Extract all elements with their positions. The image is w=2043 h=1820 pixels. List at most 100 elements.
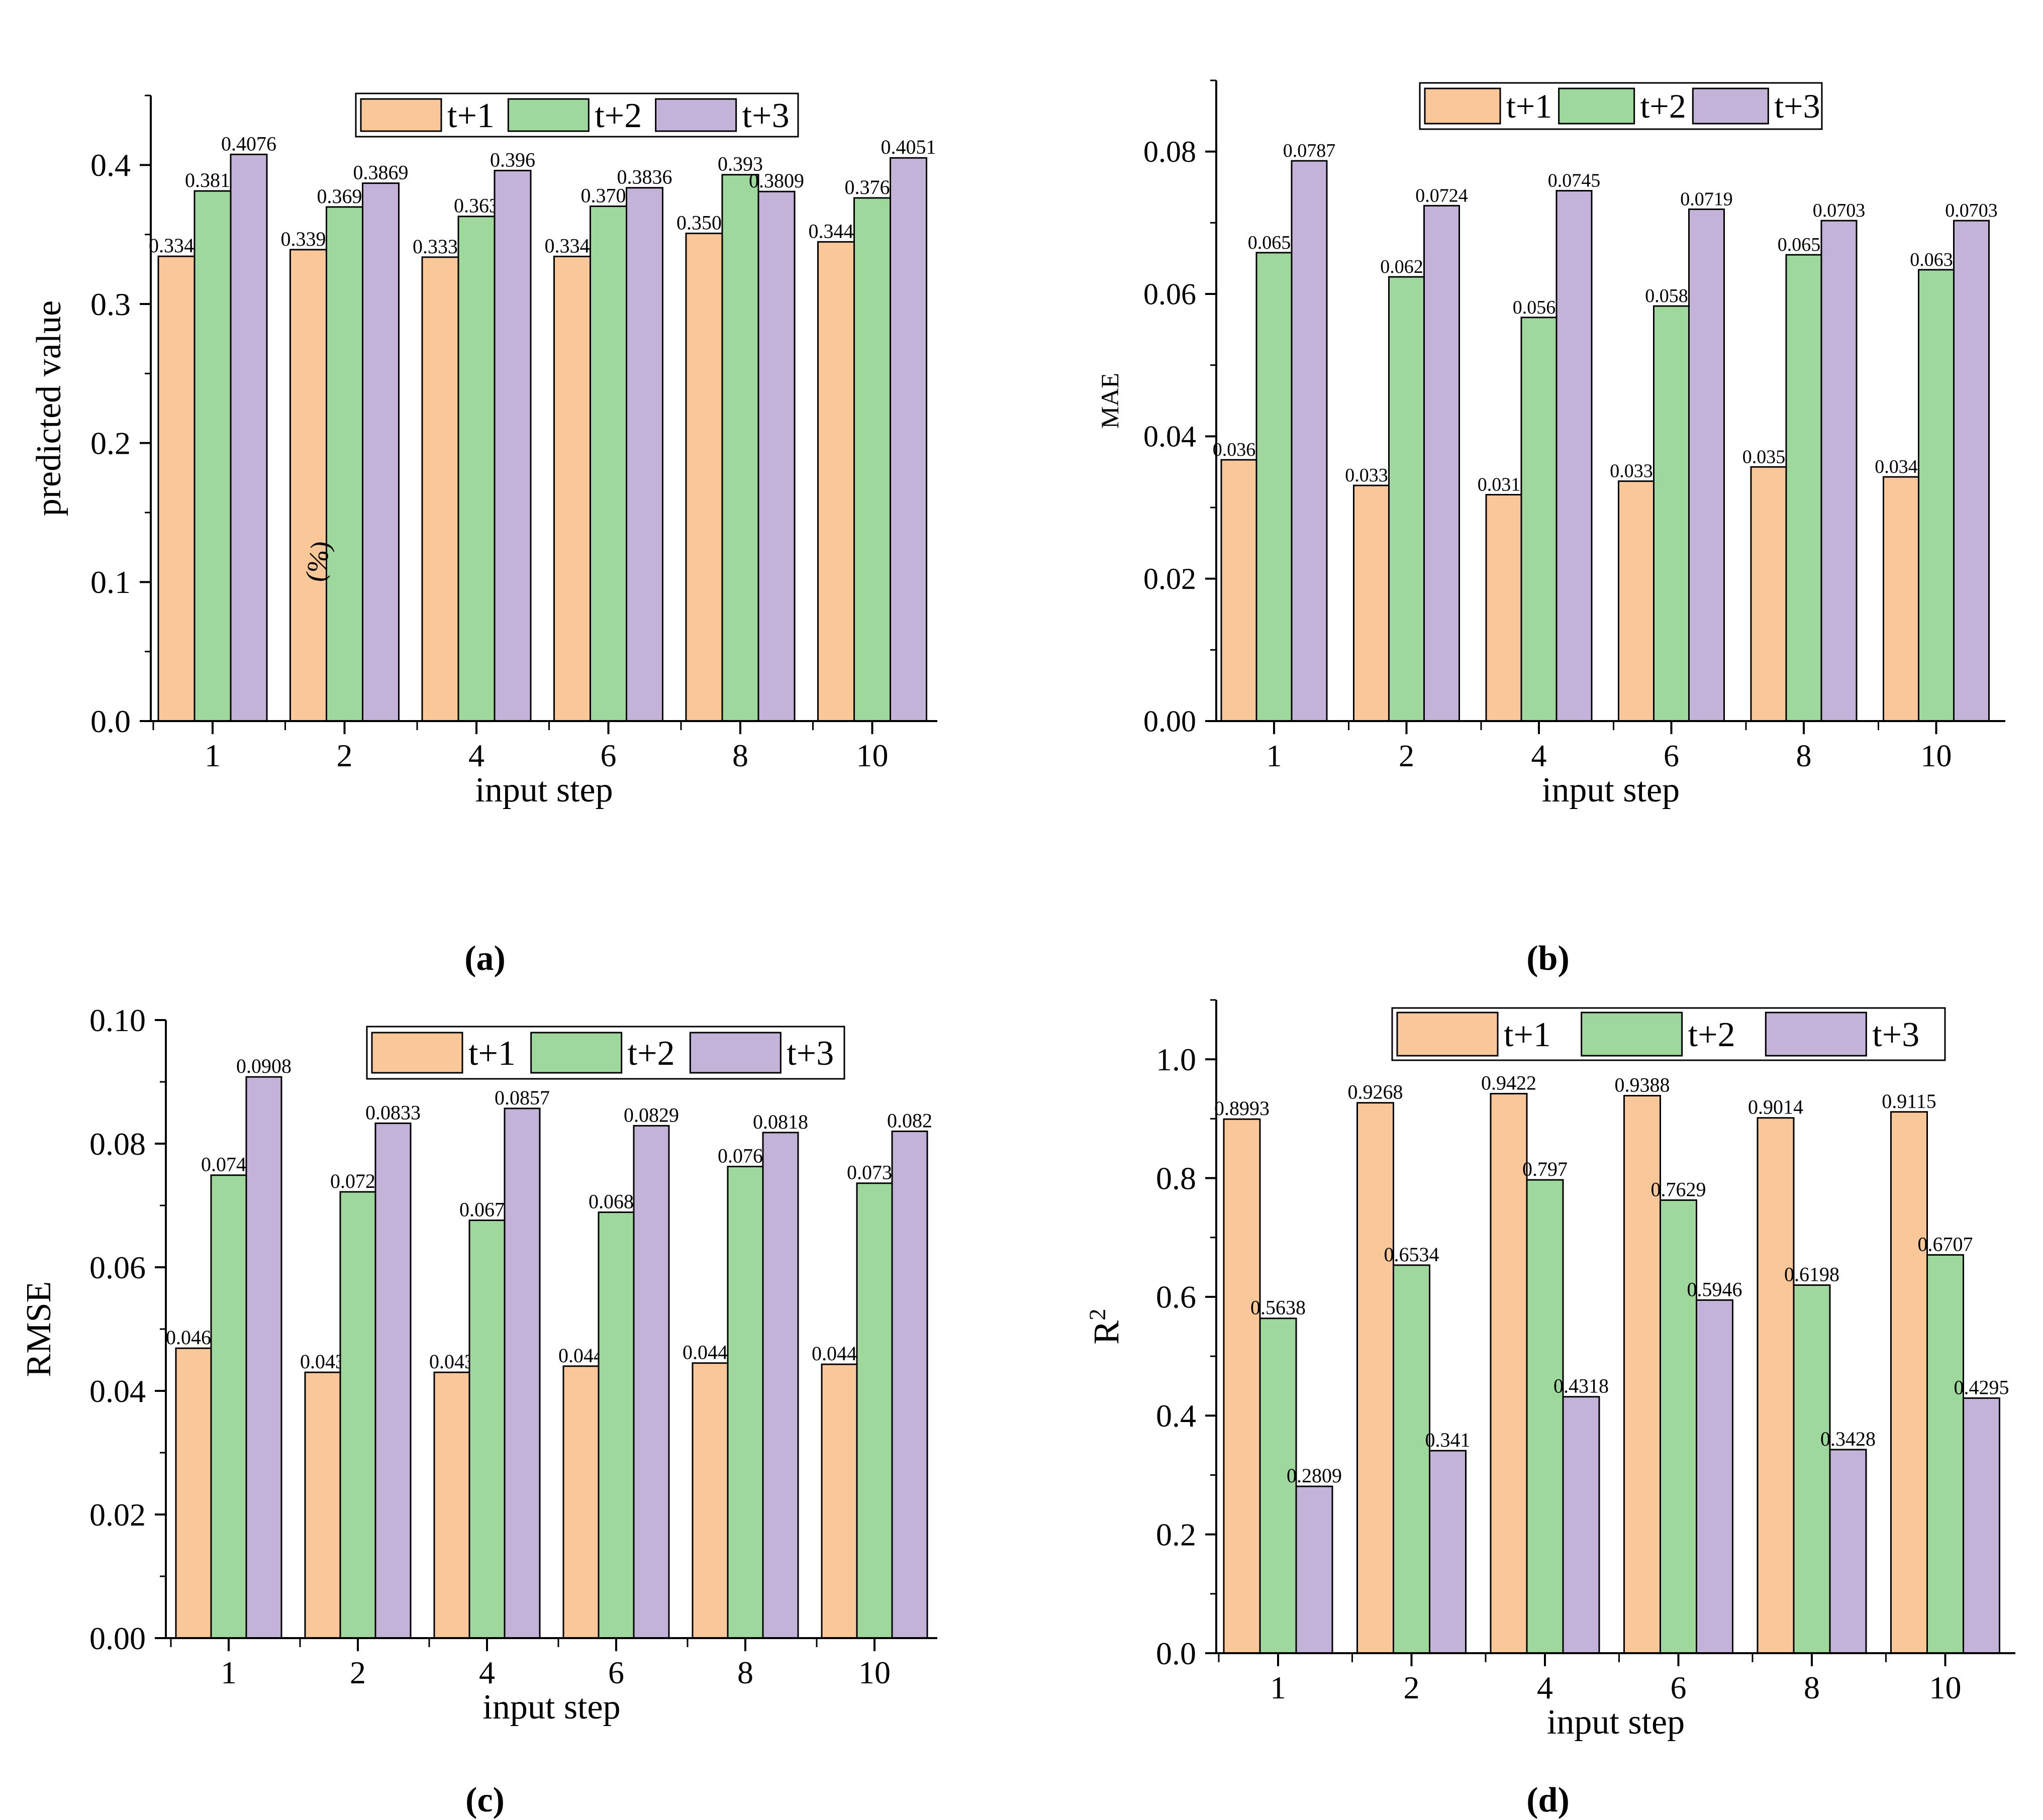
legend-swatch-t+2	[1558, 87, 1635, 125]
annotation-text: (%)	[300, 539, 336, 584]
data-label: 0.393	[718, 153, 763, 175]
bar-t+2-6	[1660, 1199, 1697, 1654]
bar-t+1-4	[1485, 494, 1522, 722]
data-label: 0.6534	[1384, 1243, 1439, 1266]
panel-label: (a)	[464, 939, 506, 978]
data-label: 0.341	[1425, 1429, 1471, 1451]
y-axis-title-superscript: 2	[1085, 1308, 1111, 1321]
bar-t+2-6	[590, 206, 627, 722]
bar-t+2-4	[1526, 1179, 1564, 1654]
data-label: 0.044	[558, 1344, 604, 1367]
bar-t+2-10	[1926, 1254, 1964, 1654]
bar-t+2-6	[1653, 305, 1690, 722]
x-tick-label: 6	[1664, 739, 1679, 773]
x-tick-label: 2	[337, 738, 353, 773]
x-axis-title: input step	[475, 771, 613, 810]
data-label: 0.3428	[1820, 1428, 1876, 1450]
bar-t+2-8	[1793, 1284, 1831, 1654]
legend-label: t+2	[1640, 87, 1686, 125]
x-tick-label: 2	[1399, 739, 1414, 773]
data-label: 0.6707	[1918, 1233, 1973, 1255]
bar-t+2-1	[193, 190, 232, 722]
data-label: 0.8993	[1214, 1097, 1270, 1120]
data-label: 0.043	[300, 1350, 345, 1373]
data-label: 0.4295	[1954, 1376, 2009, 1398]
data-label: 0.043	[429, 1350, 474, 1373]
x-tick-label: 4	[1531, 739, 1547, 773]
legend: t+1 t+2 t+3	[1419, 82, 1823, 130]
y-axis-title: R2	[1085, 1308, 1126, 1345]
legend-swatch-t+1	[371, 1032, 463, 1074]
data-label: 0.0829	[624, 1103, 679, 1126]
x-tick-label: 10	[856, 738, 889, 773]
bar-t+3-6	[1688, 208, 1725, 722]
bar-t+1-10	[817, 241, 855, 722]
y-tick-label: 0.6	[1156, 1279, 1196, 1315]
bar-t+3-10	[1963, 1397, 2000, 1654]
data-label: 0.9388	[1615, 1074, 1670, 1096]
data-label: 0.082	[887, 1109, 932, 1132]
y-tick-label: 0.2	[1156, 1516, 1196, 1552]
y-tick-label: 0.04	[1143, 420, 1196, 453]
bar-t+3-2	[1423, 205, 1460, 722]
x-axis-title: input step	[482, 1688, 620, 1727]
bar-t+2-4	[1520, 317, 1558, 722]
bar-t+3-4	[1555, 190, 1593, 722]
x-tick-label: 8	[1804, 1670, 1820, 1705]
bar-t+3-10	[891, 1130, 928, 1639]
bar-t+3-2	[374, 1122, 412, 1639]
legend: t+1 t+2 t+3	[1391, 1007, 1946, 1061]
y-tick-label: 0.0	[1156, 1636, 1196, 1671]
bar-t+3-4	[1562, 1396, 1600, 1654]
y-tick-label: 0.8	[1156, 1160, 1196, 1196]
y-tick-label: 0.08	[1143, 135, 1196, 168]
bar-t+3-8	[1820, 220, 1858, 722]
y-tick-label: 0.02	[89, 1497, 146, 1533]
bar-t+3-6	[626, 187, 663, 722]
bar-t+2-8	[1785, 254, 1822, 722]
legend-label: t+3	[742, 96, 790, 135]
x-tick-label: 6	[1671, 1670, 1687, 1705]
panel-label: (c)	[465, 1781, 505, 1819]
x-tick-label: 1	[1270, 1670, 1286, 1705]
bar-t+2-1	[210, 1174, 247, 1639]
data-label: 0.0857	[495, 1086, 550, 1109]
y-tick-label: 0.08	[89, 1126, 146, 1162]
legend-swatch-t+1	[360, 98, 442, 132]
x-tick-label: 4	[479, 1655, 495, 1690]
x-tick-label: 2	[1404, 1670, 1420, 1705]
x-tick-label: 8	[737, 1655, 753, 1690]
legend-label: t+3	[1774, 87, 1820, 125]
legend-swatch-t+3	[655, 98, 737, 132]
bar-t+2-4	[468, 1220, 506, 1639]
x-axis-title: input step	[1542, 771, 1680, 810]
bar-t+3-8	[757, 190, 796, 722]
data-label: 0.6198	[1784, 1263, 1839, 1286]
bar-t+3-6	[1696, 1299, 1733, 1654]
data-label: 0.0787	[1283, 140, 1336, 161]
panel-label: (d)	[1526, 1781, 1570, 1819]
legend-label: t+2	[595, 96, 642, 135]
data-label: 0.0908	[236, 1055, 291, 1077]
legend-swatch-t+3	[689, 1032, 782, 1074]
bar-t+1-10	[821, 1363, 858, 1639]
x-tick-label: 2	[350, 1655, 366, 1690]
bar-t+2-10	[1918, 269, 1955, 722]
data-label: 0.9268	[1348, 1081, 1403, 1103]
bar-t+1-1	[175, 1347, 212, 1639]
y-tick-label: 1.0	[1156, 1042, 1196, 1077]
x-tick-label: 4	[1537, 1670, 1553, 1705]
y-tick-label: 0.4	[90, 147, 131, 183]
bar-t+3-4	[504, 1107, 541, 1639]
bar-t+3-8	[1829, 1449, 1867, 1654]
legend-label: t+1	[1504, 1016, 1551, 1054]
bar-t+3-1	[1295, 1485, 1333, 1654]
data-label: 0.0745	[1548, 170, 1601, 191]
data-label: 0.9014	[1748, 1096, 1803, 1119]
data-label: 0.9115	[1882, 1090, 1936, 1113]
x-tick-label: 10	[1921, 739, 1952, 773]
bar-t+1-1	[1220, 459, 1257, 722]
bar-t+1-4	[433, 1371, 470, 1639]
